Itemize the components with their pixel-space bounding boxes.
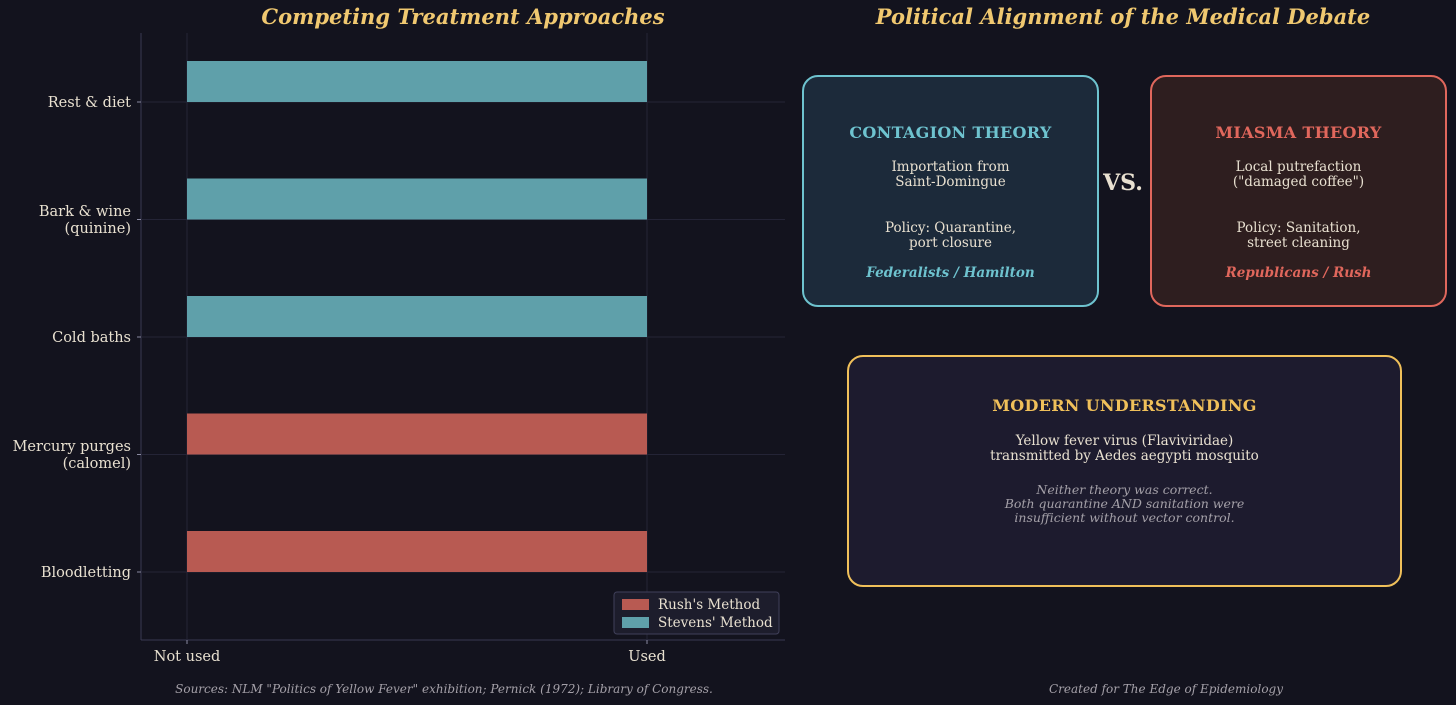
chart-title: Competing Treatment Approaches <box>261 4 665 29</box>
contagion-theory-policy: Policy: Quarantine, port closure <box>884 220 1017 251</box>
contagion-theory-box: CONTAGION THEORY Importation from Saint-… <box>802 75 1099 307</box>
sources-note: Sources: NLM "Politics of Yellow Fever" … <box>175 682 713 696</box>
bar <box>187 413 647 455</box>
bar <box>187 531 647 572</box>
miasma-theory-policy: Policy: Sanitation, street cleaning <box>1236 220 1361 251</box>
modern-understanding-note: Neither theory was correct. Both quarant… <box>1004 482 1245 525</box>
contagion-theory-party: Federalists / Hamilton <box>866 265 1035 281</box>
bar <box>187 178 647 220</box>
y-tick-label: Cold baths <box>52 330 131 346</box>
miasma-theory-party: Republicans / Rush <box>1225 265 1372 281</box>
legend-label: Stevens' Method <box>658 615 773 631</box>
y-tick-label: Mercury purges <box>13 439 131 455</box>
modern-understanding-box: MODERN UNDERSTANDING Yellow fever virus … <box>847 355 1402 587</box>
legend-label: Rush's Method <box>658 597 760 613</box>
legend-swatch <box>622 599 649 610</box>
x-tick-label: Not used <box>154 649 221 665</box>
miasma-theory-cause: Local putrefaction ("damaged coffee") <box>1232 159 1365 190</box>
x-tick-label: Used <box>628 649 666 665</box>
debate-title: Political Alignment of the Medical Debat… <box>875 4 1371 29</box>
y-tick-label: (calomel) <box>63 456 131 472</box>
legend-box <box>613 591 780 635</box>
bar <box>187 61 647 102</box>
bar <box>187 296 647 337</box>
miasma-theory-box: MIASMA THEORY Local putrefaction ("damag… <box>1150 75 1447 307</box>
versus-label: VS. <box>1103 170 1143 196</box>
modern-understanding-description: Yellow fever virus (Flaviviridae) transm… <box>990 433 1259 464</box>
y-tick-label: Bloodletting <box>41 565 131 581</box>
treatment-bar-chart: Not used Used Rest & diet Bark & wine(quini… <box>13 33 785 665</box>
contagion-theory-title: CONTAGION THEORY <box>849 123 1052 142</box>
y-tick-label: Bark & wine <box>39 204 131 220</box>
miasma-theory-title: MIASMA THEORY <box>1215 123 1382 142</box>
y-tick-label: Rest & diet <box>48 95 131 111</box>
y-tick-label: (quinine) <box>65 221 131 237</box>
modern-understanding-title: MODERN UNDERSTANDING <box>992 396 1257 415</box>
legend-swatch <box>622 617 649 628</box>
contagion-theory-cause: Importation from Saint-Domingue <box>891 159 1010 190</box>
credit-note: Created for The Edge of Epidemiology <box>1048 682 1284 696</box>
